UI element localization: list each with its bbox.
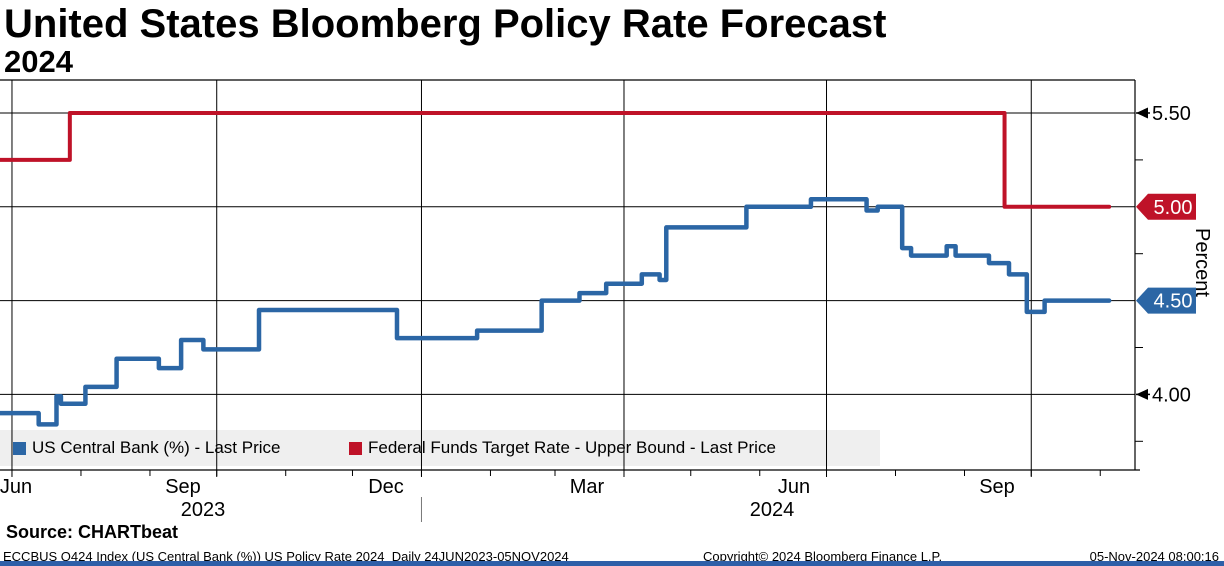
x-axis-month-label: Sep: [165, 476, 201, 498]
y-axis-percent-label: Percent: [1191, 228, 1213, 297]
bottom-bar: [0, 561, 1224, 566]
footer-ticker-info: ECCBUS Q424 Index (US Central Bank (%)) …: [3, 549, 569, 564]
svg-text:5.00: 5.00: [1154, 197, 1193, 219]
legend-item-fed-funds: Federal Funds Target Rate - Upper Bound …: [349, 430, 776, 466]
footer-copyright: Copyright© 2024 Bloomberg Finance L.P.: [703, 549, 943, 564]
legend-label-fed-funds: Federal Funds Target Rate - Upper Bound …: [368, 438, 776, 457]
legend-label-us-central-bank: US Central Bank (%) - Last Price: [32, 438, 281, 457]
x-axis-year-label: 2023: [180, 499, 226, 521]
x-axis-month-label: Mar: [569, 476, 605, 498]
x-axis-month-label: Dec: [368, 476, 404, 498]
legend: US Central Bank (%) - Last Price Federal…: [0, 430, 880, 466]
chart-subtitle: 2024: [4, 44, 73, 79]
legend-swatch-blue: [13, 441, 26, 455]
svg-text:4.50: 4.50: [1154, 291, 1193, 313]
svg-text:4.00: 4.00: [1152, 384, 1191, 406]
x-axis-month-label: Jun: [777, 476, 811, 498]
legend-item-us-central-bank: US Central Bank (%) - Last Price: [13, 430, 280, 466]
x-axis-month-label: Sep: [979, 476, 1015, 498]
chart-title: United States Bloomberg Policy Rate Fore…: [4, 2, 887, 46]
x-axis-year-label: 2024: [749, 499, 795, 521]
footer-timestamp: 05-Nov-2024 08:00:16: [1089, 549, 1219, 564]
svg-text:5.50: 5.50: [1152, 103, 1191, 125]
footer-source: Source: CHARTbeat: [6, 522, 179, 542]
legend-swatch-red: [349, 441, 362, 455]
x-axis-month-label: Jun: [0, 476, 33, 498]
